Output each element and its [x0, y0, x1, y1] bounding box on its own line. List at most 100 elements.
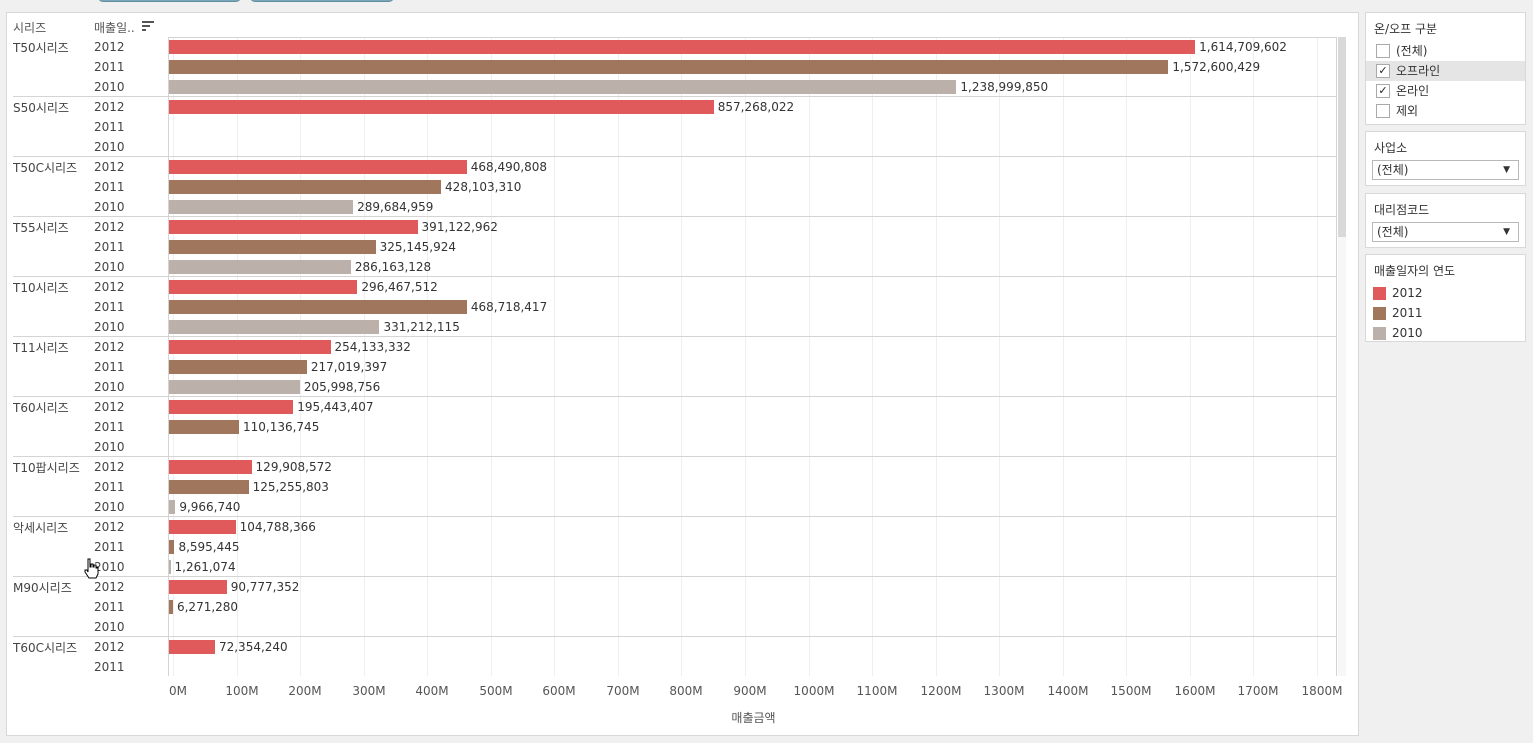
year-label[interactable]: 2011 — [94, 60, 125, 74]
year-label[interactable]: 2011 — [94, 420, 125, 434]
year-label[interactable]: 2011 — [94, 540, 125, 554]
bar-row: 2012 254,133,332 — [13, 337, 1337, 357]
year-label[interactable]: 2011 — [94, 120, 125, 134]
year-label[interactable]: 2011 — [94, 240, 125, 254]
series-column-header[interactable]: 시리즈 — [13, 21, 47, 35]
bar[interactable] — [169, 200, 354, 214]
legend-item-2010[interactable]: 2010 — [1366, 323, 1525, 343]
year-label[interactable]: 2010 — [94, 440, 125, 454]
gridline — [999, 38, 1000, 676]
bar-value-label: 286,163,128 — [354, 260, 432, 274]
bar[interactable] — [169, 160, 467, 174]
bar[interactable] — [169, 40, 1196, 54]
year-label[interactable]: 2011 — [94, 600, 125, 614]
bar[interactable] — [169, 80, 957, 94]
filter-option-online[interactable]: ✓ 온라인 — [1366, 81, 1525, 101]
year-label[interactable]: 2012 — [94, 640, 125, 654]
year-label[interactable]: 2012 — [94, 40, 125, 54]
series-label[interactable]: 악세시리즈 — [13, 521, 69, 535]
bar[interactable] — [169, 600, 173, 614]
year-label[interactable]: 2011 — [94, 360, 125, 374]
bar-row: 2011 110,136,745 — [13, 417, 1337, 437]
series-label[interactable]: T10팝시리즈 — [13, 461, 80, 475]
toolbar-tab-2[interactable] — [250, 0, 394, 2]
year-label[interactable]: 2010 — [94, 500, 125, 514]
bar[interactable] — [169, 400, 294, 414]
series-label[interactable]: T50시리즈 — [13, 41, 69, 55]
series-group: T11시리즈 2012 254,133,332 2011 217,019,397 2010… — [13, 337, 1337, 397]
sort-icon[interactable] — [142, 21, 154, 31]
year-label[interactable]: 2010 — [94, 320, 125, 334]
year-label[interactable]: 2010 — [94, 560, 125, 574]
checkbox[interactable] — [1376, 44, 1390, 58]
bar[interactable] — [169, 500, 176, 514]
bar[interactable] — [169, 520, 236, 534]
year-label[interactable]: 2012 — [94, 280, 125, 294]
bar[interactable] — [169, 420, 239, 434]
bar[interactable] — [169, 580, 227, 594]
bar[interactable] — [169, 560, 171, 574]
checkbox-checked[interactable]: ✓ — [1376, 64, 1390, 78]
series-label[interactable]: T50C시리즈 — [13, 161, 78, 175]
year-label[interactable]: 2012 — [94, 400, 125, 414]
bar[interactable] — [169, 640, 215, 654]
bar-value-label: 110,136,745 — [242, 420, 320, 434]
bar[interactable] — [169, 320, 380, 334]
office-dropdown[interactable]: (전체) ▼ — [1372, 160, 1519, 180]
series-label[interactable]: T60시리즈 — [13, 401, 69, 415]
series-label[interactable]: T55시리즈 — [13, 221, 69, 235]
year-label[interactable]: 2010 — [94, 260, 125, 274]
scrollbar-thumb[interactable] — [1338, 37, 1346, 237]
vertical-scrollbar[interactable] — [1338, 37, 1346, 676]
series-label[interactable]: S50시리즈 — [13, 101, 70, 115]
bar[interactable] — [169, 180, 442, 194]
year-column-header[interactable]: 매출일.. — [94, 21, 135, 35]
bar[interactable] — [169, 220, 418, 234]
series-label[interactable]: T11시리즈 — [13, 341, 69, 355]
year-label[interactable]: 2012 — [94, 160, 125, 174]
agency-dropdown[interactable]: (전체) ▼ — [1372, 222, 1519, 242]
year-label[interactable]: 2012 — [94, 580, 125, 594]
bar-row: 2011 6,271,280 — [13, 597, 1337, 617]
filter-option-exclude[interactable]: 제외 — [1366, 101, 1525, 121]
year-label[interactable]: 2010 — [94, 620, 125, 634]
checkbox[interactable] — [1376, 104, 1390, 118]
series-label[interactable]: T10시리즈 — [13, 281, 69, 295]
filter-option-all[interactable]: (전체) — [1366, 41, 1525, 61]
bar[interactable] — [169, 280, 358, 294]
bar[interactable] — [169, 260, 351, 274]
bar[interactable] — [169, 460, 252, 474]
year-label[interactable]: 2010 — [94, 140, 125, 154]
toolbar-tab-1[interactable] — [98, 0, 241, 2]
bar[interactable] — [169, 380, 300, 394]
bar[interactable] — [169, 540, 175, 554]
gridline — [427, 38, 428, 676]
year-label[interactable]: 2010 — [94, 200, 125, 214]
year-label[interactable]: 2010 — [94, 80, 125, 94]
bar[interactable] — [169, 340, 331, 354]
bar[interactable] — [169, 60, 1169, 74]
legend-item-2011[interactable]: 2011 — [1366, 303, 1525, 323]
year-label[interactable]: 2012 — [94, 460, 125, 474]
year-label[interactable]: 2011 — [94, 180, 125, 194]
bar[interactable] — [169, 360, 307, 374]
bar[interactable] — [169, 480, 249, 494]
year-label[interactable]: 2011 — [94, 480, 125, 494]
series-label[interactable]: T60C시리즈 — [13, 641, 78, 655]
legend-item-2012[interactable]: 2012 — [1366, 283, 1525, 303]
year-label[interactable]: 2012 — [94, 220, 125, 234]
year-label[interactable]: 2011 — [94, 300, 125, 314]
filter-option-offline[interactable]: ✓ 오프라인 — [1366, 61, 1525, 81]
bar[interactable] — [169, 240, 376, 254]
year-label[interactable]: 2012 — [94, 520, 125, 534]
checkbox-checked[interactable]: ✓ — [1376, 84, 1390, 98]
bar[interactable] — [169, 100, 714, 114]
year-label[interactable]: 2010 — [94, 380, 125, 394]
year-label[interactable]: 2012 — [94, 100, 125, 114]
year-label[interactable]: 2011 — [94, 660, 125, 674]
year-label[interactable]: 2012 — [94, 340, 125, 354]
bar[interactable] — [169, 300, 467, 314]
bar-row: 2010 — [13, 437, 1337, 457]
series-label[interactable]: M90시리즈 — [13, 581, 72, 595]
bar-value-label: 1,238,999,850 — [960, 80, 1049, 94]
